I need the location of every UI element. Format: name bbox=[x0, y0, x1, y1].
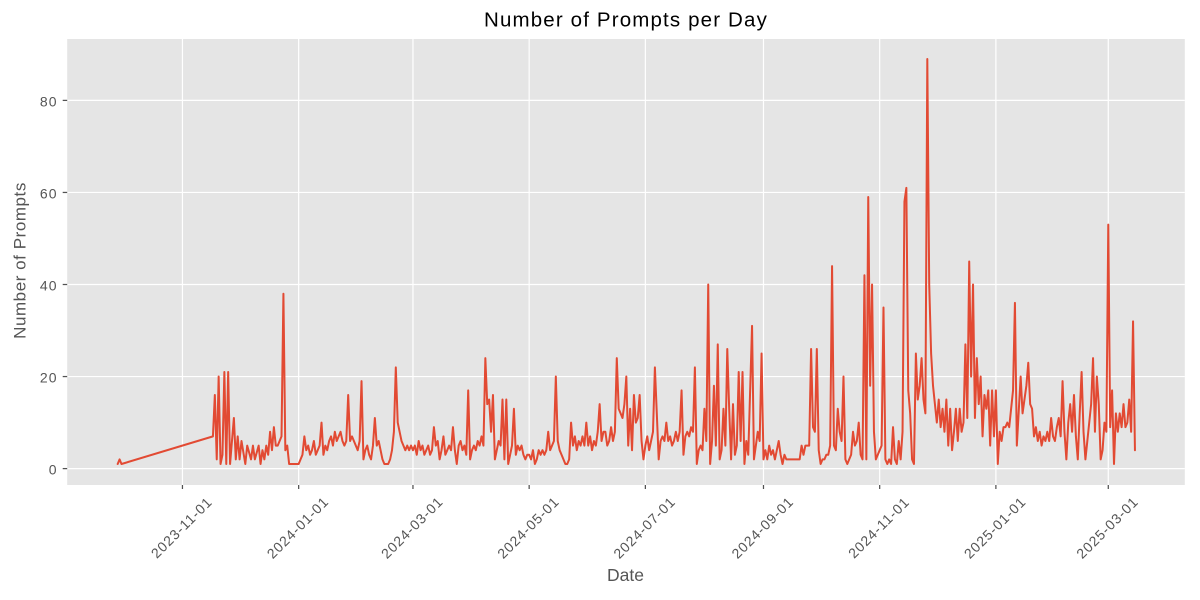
svg-text:60: 60 bbox=[40, 185, 58, 201]
svg-text:80: 80 bbox=[40, 93, 58, 109]
svg-text:Number of Prompts per Day: Number of Prompts per Day bbox=[484, 9, 768, 32]
svg-text:2024-05-01: 2024-05-01 bbox=[494, 493, 562, 561]
svg-text:2025-03-01: 2025-03-01 bbox=[1073, 493, 1141, 561]
svg-text:2024-11-01: 2024-11-01 bbox=[845, 494, 913, 562]
svg-text:Number of Prompts: Number of Prompts bbox=[11, 182, 30, 339]
svg-text:20: 20 bbox=[40, 370, 58, 386]
svg-text:2024-03-01: 2024-03-01 bbox=[378, 493, 446, 561]
svg-text:0: 0 bbox=[49, 462, 58, 478]
svg-text:2024-07-01: 2024-07-01 bbox=[610, 493, 678, 561]
svg-text:2024-01-01: 2024-01-01 bbox=[263, 493, 331, 561]
svg-text:2023-11-01: 2023-11-01 bbox=[148, 494, 216, 562]
svg-text:Date: Date bbox=[607, 565, 644, 585]
svg-text:2025-01-01: 2025-01-01 bbox=[961, 493, 1029, 561]
svg-text:40: 40 bbox=[40, 278, 58, 294]
svg-text:2024-09-01: 2024-09-01 bbox=[728, 493, 796, 561]
